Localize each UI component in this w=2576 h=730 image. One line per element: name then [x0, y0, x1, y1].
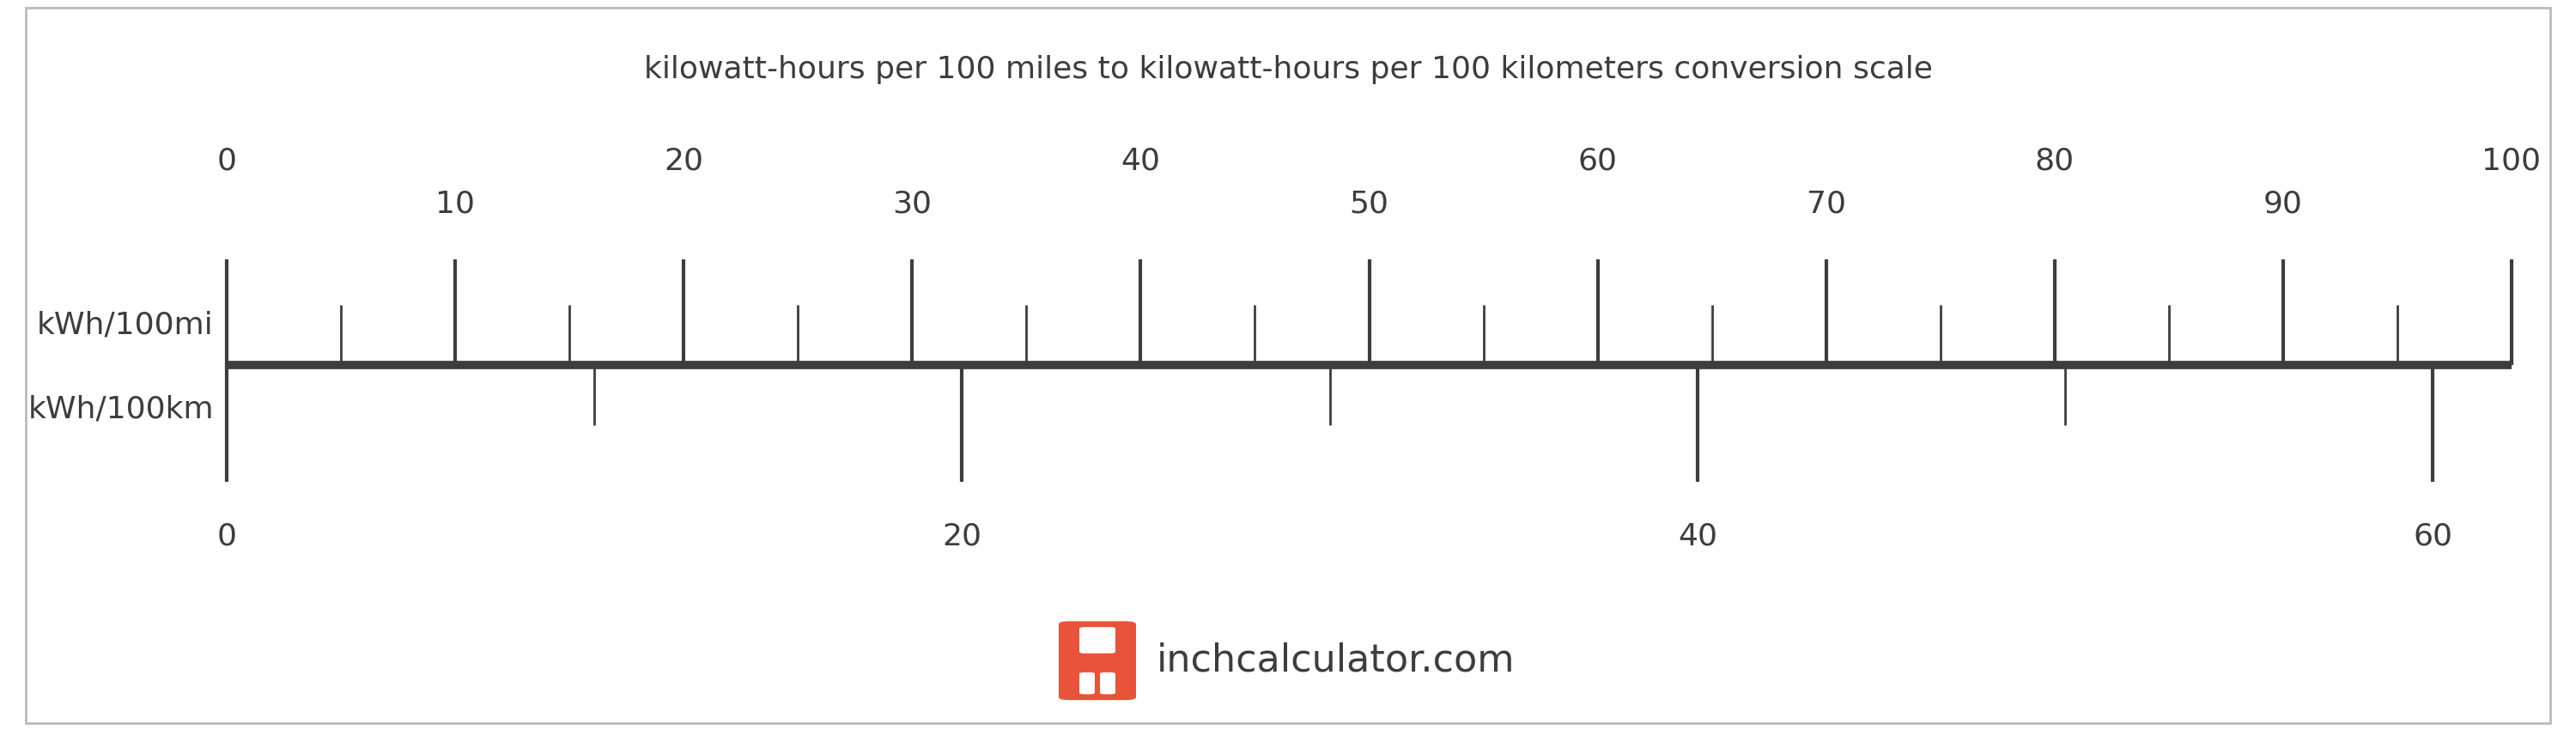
- Text: 40: 40: [1677, 522, 1718, 551]
- FancyBboxPatch shape: [1100, 672, 1115, 694]
- Text: kilowatt-hours per 100 miles to kilowatt-hours per 100 kilometers conversion sca: kilowatt-hours per 100 miles to kilowatt…: [644, 55, 1932, 84]
- Text: 0: 0: [216, 522, 237, 551]
- Text: 60: 60: [2414, 522, 2452, 551]
- Text: 70: 70: [1806, 190, 1847, 219]
- Text: 50: 50: [1350, 190, 1388, 219]
- Text: inchcalculator.com: inchcalculator.com: [1157, 642, 1515, 679]
- Text: 0: 0: [216, 146, 237, 175]
- Text: 90: 90: [2264, 190, 2303, 219]
- Text: 100: 100: [2483, 146, 2540, 175]
- FancyBboxPatch shape: [1079, 627, 1115, 653]
- Text: 20: 20: [943, 522, 981, 551]
- Text: 20: 20: [665, 146, 703, 175]
- Text: 80: 80: [2035, 146, 2074, 175]
- Text: kWh/100km: kWh/100km: [28, 395, 214, 424]
- Text: 40: 40: [1121, 146, 1159, 175]
- Text: 10: 10: [435, 190, 474, 219]
- Text: 30: 30: [891, 190, 933, 219]
- FancyBboxPatch shape: [1059, 621, 1136, 700]
- Text: kWh/100mi: kWh/100mi: [36, 310, 214, 339]
- FancyBboxPatch shape: [1079, 672, 1095, 694]
- Text: 60: 60: [1579, 146, 1618, 175]
